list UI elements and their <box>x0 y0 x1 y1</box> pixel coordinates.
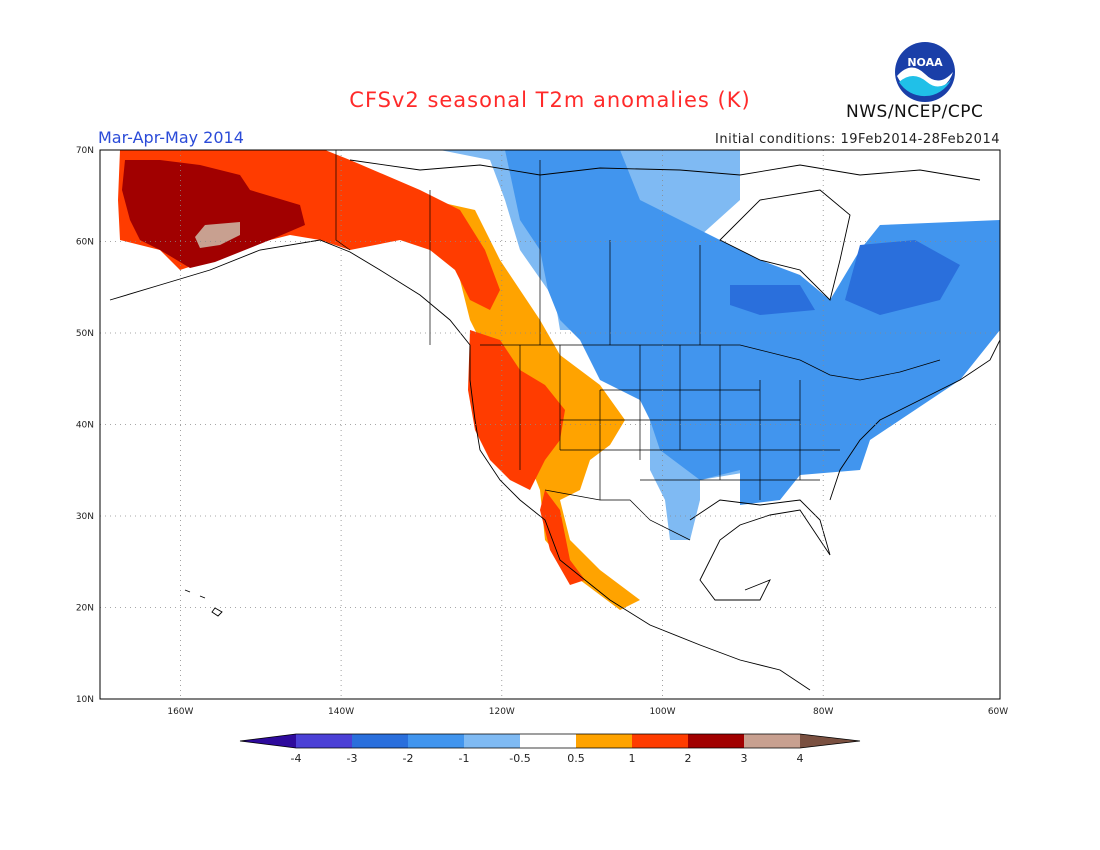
colorbar-label: -4 <box>291 752 302 765</box>
lat-tick-label: 20N <box>76 604 94 614</box>
colorbar-label: 3 <box>741 752 748 765</box>
colorbar-swatch-high-arrow <box>800 734 860 748</box>
coastline-hudson-bay <box>719 189 851 301</box>
lon-tick-label: 100W <box>649 707 675 717</box>
border-canada-provinces <box>429 160 701 345</box>
colorbar-label: -3 <box>347 752 358 765</box>
colorbar-label: -2 <box>403 752 414 765</box>
lon-tick-label: 160W <box>167 707 193 717</box>
anomaly-region-brown <box>195 222 240 248</box>
noaa-logo: NOAA <box>895 42 955 102</box>
lat-tick-label: 60N <box>76 238 94 248</box>
lon-tick-label: 140W <box>328 707 354 717</box>
coastline-atlantic <box>829 339 1000 501</box>
colorbar-swatch <box>464 734 520 748</box>
colorbar-swatch <box>296 734 352 748</box>
colorbar-label: 1 <box>629 752 636 765</box>
coastline-hawaii <box>184 589 223 617</box>
border-alaska <box>335 150 351 251</box>
map-frame <box>99 149 1001 700</box>
lon-tick-label: 60W <box>988 707 1008 717</box>
lat-tick-label: 70N <box>76 146 94 156</box>
lat-tick-label: 10N <box>76 695 94 705</box>
chart-title: CFSv2 seasonal T2m anomalies (K) <box>349 88 751 112</box>
lon-tick-label: 80W <box>813 707 833 717</box>
colorbar-label: -1 <box>459 752 470 765</box>
coastline-gulf <box>689 499 831 601</box>
border-us-canada <box>480 344 941 381</box>
anomaly-region-blue <box>505 150 1000 505</box>
borders <box>335 150 941 541</box>
colorbar-swatch <box>744 734 800 748</box>
colorbar-label: 2 <box>685 752 692 765</box>
hudson-bay-neutral <box>720 190 850 300</box>
colorbar-label: -0.5 <box>509 752 530 765</box>
noaa-logo-text: NOAA <box>907 56 943 69</box>
colorbar-swatch <box>576 734 632 748</box>
anomaly-region-darkred <box>122 160 305 268</box>
border-us-mexico <box>544 489 691 541</box>
agency-label: NWS/NCEP/CPC <box>846 102 984 122</box>
anomaly-region-darkblue <box>730 240 960 315</box>
colorbar-label: 0.5 <box>567 752 585 765</box>
season-label: Mar-Apr-May 2014 <box>98 128 244 147</box>
lat-tick-label: 40N <box>76 421 94 431</box>
colorbar-swatch-low-arrow <box>240 734 296 748</box>
colorbar-swatch <box>688 734 744 748</box>
colorbar-swatch <box>408 734 464 748</box>
colorbar-label: 4 <box>797 752 804 765</box>
colorbar-swatch <box>632 734 688 748</box>
graticule <box>100 150 1000 699</box>
lon-tick-labels: 160W 140W 120W 100W 80W 60W <box>167 707 1008 717</box>
lat-tick-labels: 70N 60N 50N 40N 30N 20N 10N <box>76 146 94 705</box>
colorbar-swatch <box>520 734 576 748</box>
colorbar-swatch <box>352 734 408 748</box>
anomaly-region-red <box>118 150 585 585</box>
colorbar-outline <box>239 733 861 749</box>
colorbar: -4 -3 -2 -1 -0.5 0.5 1 2 3 4 <box>239 733 861 765</box>
lat-tick-label: 30N <box>76 512 94 522</box>
lon-tick-label: 120W <box>489 707 515 717</box>
coastline-arctic <box>349 159 981 181</box>
border-us-states <box>519 345 840 500</box>
initial-conditions-label: Initial conditions: 19Feb2014-28Feb2014 <box>715 132 1000 147</box>
lat-tick-label: 50N <box>76 329 94 339</box>
